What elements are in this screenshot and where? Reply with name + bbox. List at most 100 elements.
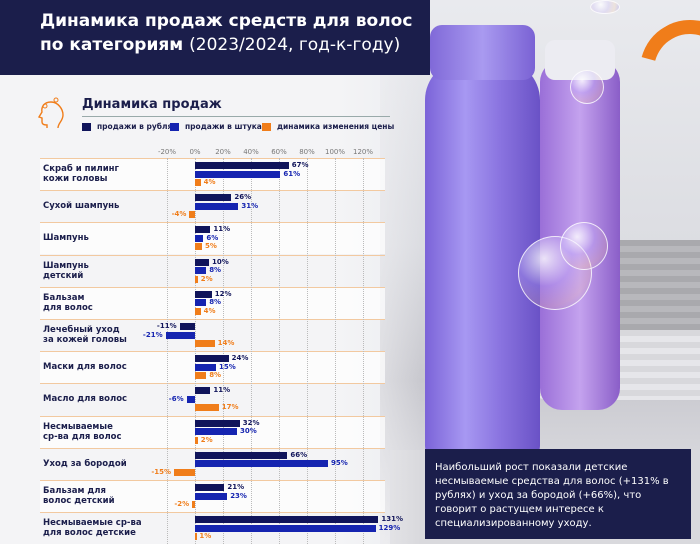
value-label: 32% bbox=[242, 418, 260, 427]
category-label: Несмываемые ср-ва для волос детские bbox=[43, 518, 142, 539]
value-label: 31% bbox=[241, 201, 259, 210]
value-label: 2% bbox=[200, 274, 213, 283]
chart-row bbox=[40, 190, 385, 222]
chart-row bbox=[40, 512, 385, 544]
chart-row bbox=[40, 447, 385, 480]
bar-rub bbox=[195, 451, 288, 459]
bar-price bbox=[195, 275, 198, 283]
bar-price bbox=[195, 243, 202, 251]
bar-price bbox=[195, 372, 207, 380]
value-label: 11% bbox=[213, 225, 231, 234]
legend-swatch bbox=[170, 122, 179, 131]
bar-rub bbox=[195, 290, 212, 298]
bar-rub bbox=[179, 323, 195, 330]
value-label: 1% bbox=[199, 532, 212, 541]
insight-note: Наибольший рост показали детские несмыва… bbox=[425, 449, 691, 539]
bar-units bbox=[195, 524, 376, 532]
value-label: 2% bbox=[200, 435, 213, 444]
gridline bbox=[307, 158, 308, 544]
bar-rub bbox=[195, 516, 379, 524]
value-label: -6% bbox=[168, 394, 184, 403]
head-icon bbox=[38, 97, 64, 129]
value-label: 12% bbox=[214, 289, 232, 298]
bar-units bbox=[165, 331, 195, 339]
bar-price bbox=[195, 404, 219, 412]
value-label: 67% bbox=[291, 161, 309, 169]
bar-units bbox=[195, 299, 207, 307]
category-label: Уход за бородой bbox=[43, 458, 127, 469]
gridline bbox=[335, 158, 336, 544]
bar-price bbox=[192, 501, 195, 508]
bar-rub bbox=[195, 355, 229, 363]
tick-label: 100% bbox=[324, 148, 346, 156]
value-label: 11% bbox=[213, 386, 231, 395]
bar-price bbox=[195, 179, 201, 186]
gridline bbox=[279, 158, 280, 544]
bubble bbox=[560, 222, 608, 270]
gridline bbox=[195, 158, 196, 544]
category-label: Лечебный уход за кожей головы bbox=[43, 325, 127, 345]
chart-row bbox=[40, 222, 385, 255]
value-label: -4% bbox=[171, 210, 187, 219]
bar-units bbox=[195, 170, 281, 178]
category-label: Несмываемые ср-ва для волос bbox=[43, 421, 122, 442]
category-label: Маски для волос bbox=[43, 362, 127, 373]
chart-row bbox=[40, 286, 385, 319]
chart-title: Динамика продаж bbox=[82, 97, 222, 112]
bar-units bbox=[195, 363, 216, 371]
gridline bbox=[167, 158, 168, 544]
page-title: Динамика продаж средств для волос по кат… bbox=[40, 11, 413, 55]
value-label: 17% bbox=[221, 403, 239, 412]
bar-price bbox=[195, 340, 215, 347]
value-label: -2% bbox=[174, 500, 190, 508]
value-label: -15% bbox=[151, 467, 171, 476]
bar-rub bbox=[195, 162, 289, 169]
legend-swatch bbox=[82, 122, 91, 131]
tick-label: 80% bbox=[299, 148, 315, 156]
bar-units bbox=[195, 202, 239, 210]
value-label: 129% bbox=[378, 523, 401, 532]
chart-row bbox=[40, 383, 385, 415]
bar-units bbox=[195, 492, 228, 500]
gridline bbox=[363, 158, 364, 544]
bar-rub bbox=[195, 484, 225, 491]
chart-row bbox=[40, 254, 385, 287]
bar-price bbox=[189, 211, 195, 219]
value-label: 14% bbox=[217, 339, 235, 347]
value-label: 5% bbox=[205, 242, 217, 251]
bar-units bbox=[195, 428, 237, 436]
tick-label: 40% bbox=[243, 148, 259, 156]
legend-swatch bbox=[262, 122, 271, 131]
bar-units bbox=[195, 460, 328, 468]
value-label: 4% bbox=[203, 178, 216, 186]
value-label: 8% bbox=[209, 371, 222, 380]
value-label: 23% bbox=[230, 491, 247, 500]
bar-rub bbox=[195, 194, 232, 202]
tick-label: 0% bbox=[189, 148, 201, 156]
bubble bbox=[570, 70, 604, 104]
value-label: 15% bbox=[219, 362, 236, 371]
value-label: 4% bbox=[203, 306, 216, 315]
category-label: Шампунь детский bbox=[43, 260, 89, 281]
category-label: Бальзам для волос детский bbox=[43, 486, 115, 506]
value-label: 24% bbox=[231, 354, 249, 363]
bar-rub bbox=[195, 226, 211, 234]
value-label: 10% bbox=[212, 257, 229, 266]
bar-units bbox=[195, 267, 207, 275]
category-label: Сухой шампунь bbox=[43, 201, 120, 212]
bubble bbox=[590, 0, 620, 14]
category-label: Масло для волос bbox=[43, 394, 128, 405]
tick-label: 60% bbox=[271, 148, 287, 156]
value-label: 26% bbox=[234, 193, 252, 202]
value-label: 21% bbox=[227, 483, 245, 491]
tick-label: 20% bbox=[215, 148, 231, 156]
legend-rub: продажи в рублях bbox=[82, 122, 177, 131]
value-label: 95% bbox=[331, 459, 348, 468]
tick-label: -20% bbox=[157, 148, 177, 156]
bar-units bbox=[195, 234, 204, 242]
bar-price bbox=[195, 307, 201, 315]
value-label: 8% bbox=[209, 298, 222, 307]
value-label: 8% bbox=[209, 266, 222, 275]
category-label: Скраб и пилинг кожи головы bbox=[43, 164, 119, 184]
value-label: 6% bbox=[206, 233, 219, 242]
